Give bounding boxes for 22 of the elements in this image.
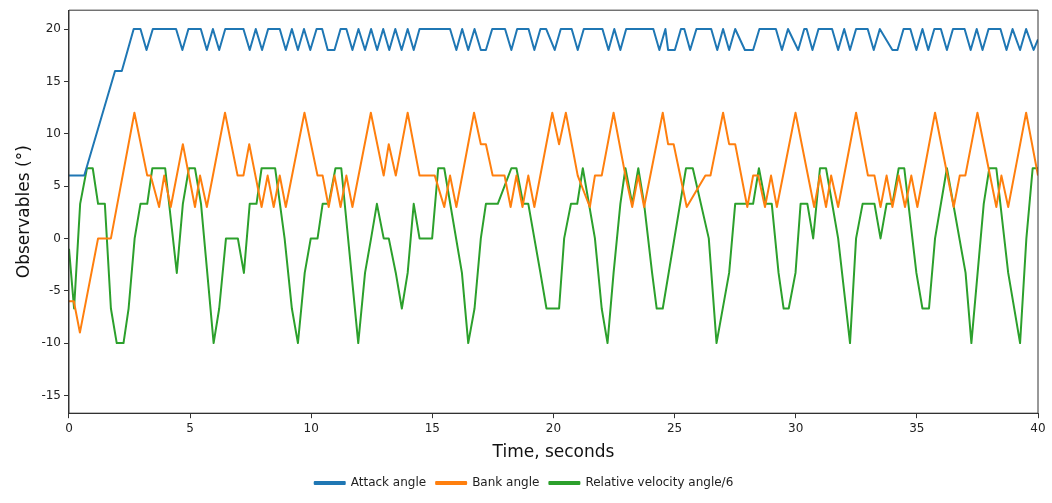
legend-label: Relative velocity angle/6 — [585, 475, 734, 490]
x-axis-title: Time, seconds — [491, 441, 615, 462]
y-tick-label: -15 — [41, 387, 61, 402]
x-tick-label: 35 — [909, 420, 925, 435]
y-tick-label: 15 — [45, 73, 61, 88]
x-tick-label: 0 — [65, 420, 73, 435]
y-tick-label: 10 — [45, 125, 61, 140]
x-tick-label: 15 — [424, 420, 441, 435]
y-axis-title: Observables (°) — [12, 145, 33, 279]
x-tick-label: 10 — [303, 420, 319, 435]
y-tick-label: -5 — [49, 282, 61, 297]
y-tick-label: 0 — [53, 230, 61, 245]
legend-label: Attack angle — [350, 475, 427, 490]
y-tick-label: 20 — [45, 21, 61, 36]
x-tick-label: 5 — [186, 420, 194, 435]
legend-label: Bank angle — [472, 475, 540, 490]
x-tick-label: 40 — [1030, 420, 1046, 435]
x-tick-label: 30 — [788, 420, 804, 435]
y-tick-label: 5 — [53, 178, 61, 193]
x-tick-label: 25 — [666, 420, 683, 435]
x-tick-label: 20 — [545, 420, 562, 435]
y-tick-label: -10 — [41, 335, 61, 350]
